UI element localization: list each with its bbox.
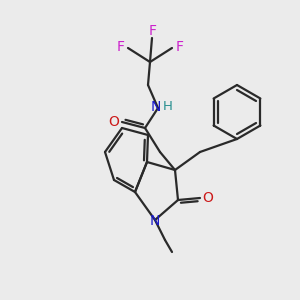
Text: H: H	[163, 100, 173, 112]
Text: F: F	[117, 40, 125, 54]
Text: N: N	[150, 214, 160, 228]
Text: F: F	[149, 24, 157, 38]
Text: F: F	[176, 40, 184, 54]
Text: N: N	[151, 100, 161, 114]
Text: O: O	[109, 115, 119, 129]
Text: O: O	[202, 191, 213, 205]
